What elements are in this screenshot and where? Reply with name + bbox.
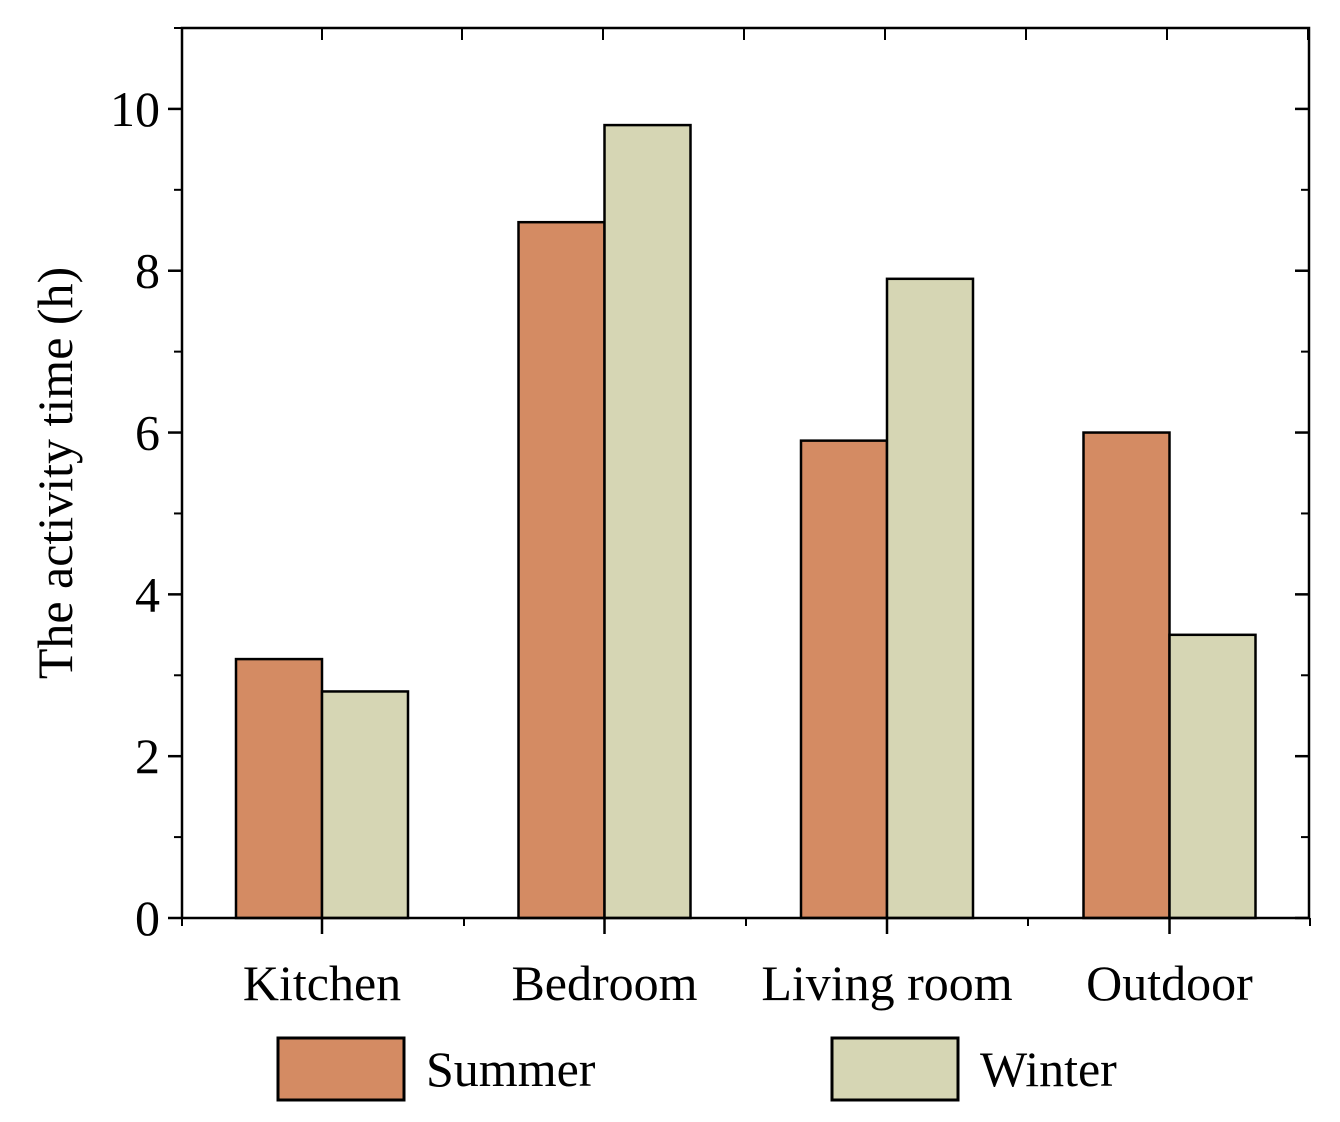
bar-summer-kitchen (234, 657, 324, 920)
bar-summer-bedroom (517, 220, 606, 920)
x-tick-label: Kitchen (243, 955, 401, 1011)
bar-summer-living-room (799, 439, 889, 920)
ticks-layer (168, 27, 1311, 934)
bar-winter-bedroom (603, 123, 692, 920)
x-tick-label: Living room (761, 955, 1012, 1011)
bar-winter-kitchen (320, 690, 410, 920)
x-tick-label: Outdoor (1086, 955, 1253, 1011)
y-axis-label: The activity time (h) (27, 267, 83, 679)
x-tick-label: Bedroom (511, 955, 697, 1011)
y-tick-label: 2 (135, 728, 160, 784)
bars-layer (234, 123, 1257, 920)
labels-layer: 0 2 4 6 8 10 Kitchen Bedroom Living room Outdoor (110, 81, 1253, 1011)
y-tick-label: 6 (135, 405, 160, 461)
legend-label-winter: Winter (980, 1041, 1117, 1097)
y-tick-label: 8 (135, 243, 160, 299)
bar-summer-outdoor (1082, 431, 1171, 920)
y-tick-label: 0 (135, 890, 160, 946)
bar-winter-living-room (885, 277, 975, 920)
legend-swatch-summer (276, 1036, 406, 1102)
y-tick-label: 4 (135, 566, 160, 622)
legend: Summer Winter (276, 1036, 1117, 1102)
legend-swatch-winter (830, 1036, 960, 1102)
y-tick-label: 10 (110, 81, 160, 137)
bar-winter-outdoor (1168, 633, 1257, 920)
legend-label-summer: Summer (426, 1041, 596, 1097)
